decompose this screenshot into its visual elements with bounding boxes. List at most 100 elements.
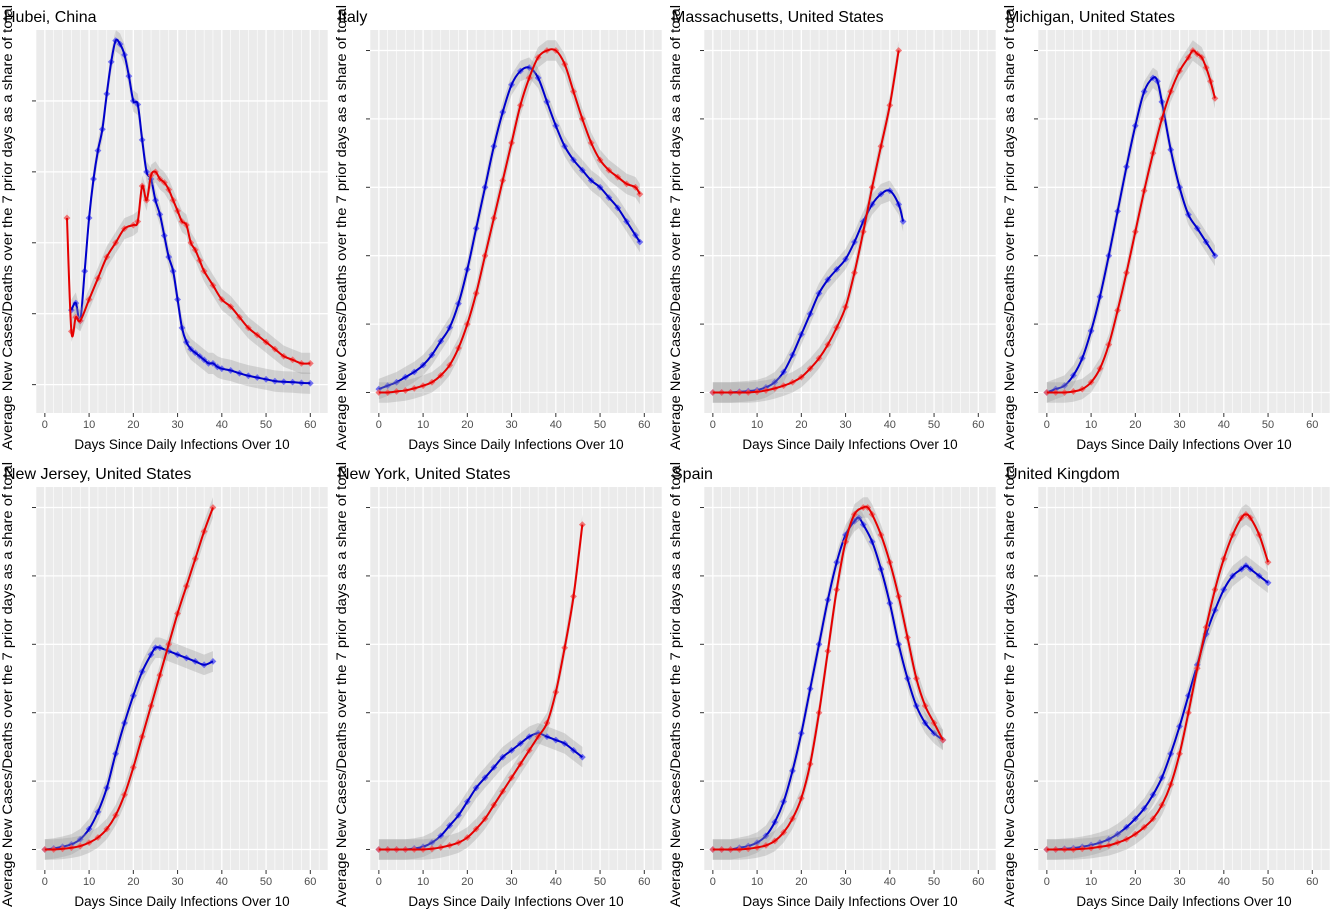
plot-background xyxy=(36,487,328,870)
x-axis-label: Days Since Daily Infections Over 10 xyxy=(74,437,289,452)
chart-panel: United Kingdom 0 10 20 30 40 50 60 Days Since Da… xyxy=(1002,462,1331,909)
x-tick-label: 30 xyxy=(839,876,851,888)
y-axis-label: Average New Cases/Deaths over the 7 prio… xyxy=(334,5,349,450)
y-axis-label: Average New Cases/Deaths over the 7 prio… xyxy=(668,5,683,450)
x-tick-label: 40 xyxy=(1218,419,1230,431)
plot-background xyxy=(1038,30,1330,413)
x-tick-label: 30 xyxy=(171,876,183,888)
series-line xyxy=(378,66,641,390)
x-axis-label: Days Since Daily Infections Over 10 xyxy=(408,894,623,909)
x-tick-label: 40 xyxy=(884,419,896,431)
data-point xyxy=(375,846,383,853)
confidence-band xyxy=(712,180,904,403)
x-tick-label: 60 xyxy=(972,876,984,888)
x-tick-label: 40 xyxy=(1218,876,1230,888)
confidence-band xyxy=(1046,67,1215,403)
data-point xyxy=(1211,94,1219,102)
x-axis-label: Days Since Daily Infections Over 10 xyxy=(1076,437,1291,452)
x-tick-label: 20 xyxy=(461,419,473,431)
series-line xyxy=(378,48,641,394)
x-tick-label: 0 xyxy=(710,419,716,431)
y-axis-label: Average New Cases/Deaths over the 7 prio… xyxy=(1002,462,1017,907)
x-tick-label: 30 xyxy=(505,876,517,888)
panel-title: Italy xyxy=(338,9,367,26)
confidence-band xyxy=(67,161,311,374)
x-axis-label: Days Since Daily Infections Over 10 xyxy=(742,437,957,452)
panel-title: New Jersey, United States xyxy=(4,466,191,483)
x-tick-label: 60 xyxy=(638,419,650,431)
data-point xyxy=(1043,389,1051,396)
x-tick-label: 0 xyxy=(710,876,716,888)
series-line xyxy=(44,646,214,851)
x-tick-label: 30 xyxy=(1173,876,1185,888)
x-tick-label: 40 xyxy=(216,419,228,431)
y-axis-label: Average New Cases/Deaths over the 7 prio… xyxy=(1002,5,1017,450)
x-tick-label: 10 xyxy=(417,876,429,888)
x-tick-label: 60 xyxy=(304,876,316,888)
x-tick-label: 50 xyxy=(928,876,940,888)
x-tick-label: 60 xyxy=(638,876,650,888)
data-point xyxy=(306,379,314,387)
x-tick-label: 20 xyxy=(795,876,807,888)
panel-title: Massachusetts, United States xyxy=(672,9,884,26)
series-line xyxy=(712,505,944,851)
x-tick-label: 0 xyxy=(1044,419,1050,431)
x-tick-label: 40 xyxy=(216,876,228,888)
x-tick-label: 60 xyxy=(1306,419,1318,431)
x-tick-label: 20 xyxy=(461,876,473,888)
x-tick-label: 20 xyxy=(127,876,139,888)
x-tick-label: 10 xyxy=(751,419,763,431)
x-tick-label: 40 xyxy=(884,876,896,888)
x-tick-label: 10 xyxy=(83,419,95,431)
series-line xyxy=(70,38,311,385)
x-tick-label: 20 xyxy=(1129,876,1141,888)
series-line xyxy=(1046,49,1216,394)
series-line xyxy=(1046,564,1269,851)
chart-panel: Spain 0 10 20 30 40 50 60 Days Since Daily Infec… xyxy=(668,462,997,909)
panel-title: United Kingdom xyxy=(1006,466,1120,483)
panel-title: Hubei, China xyxy=(4,9,97,26)
x-tick-label: 0 xyxy=(42,419,48,431)
y-axis-label: Average New Cases/Deaths over the 7 prio… xyxy=(668,462,683,907)
x-tick-label: 10 xyxy=(751,876,763,888)
confidence-band xyxy=(378,723,583,860)
x-tick-label: 30 xyxy=(505,419,517,431)
plot-background xyxy=(1038,487,1330,870)
x-tick-label: 40 xyxy=(550,876,562,888)
confidence-band xyxy=(44,497,213,860)
x-tick-label: 60 xyxy=(304,419,316,431)
x-tick-label: 50 xyxy=(594,876,606,888)
plot-background xyxy=(370,30,662,413)
x-tick-label: 10 xyxy=(1085,876,1097,888)
chart-panel: Massachusetts, United States 0 10 20 30 40 50 6… xyxy=(668,5,997,452)
plot-background xyxy=(704,487,996,870)
x-tick-label: 50 xyxy=(1262,419,1274,431)
chart-panel: Michigan, United States 0 10 20 30 40 50 60 Days… xyxy=(1002,5,1331,452)
x-tick-label: 60 xyxy=(1306,876,1318,888)
panel-title: New York, United States xyxy=(338,466,511,483)
x-tick-label: 60 xyxy=(972,419,984,431)
x-tick-label: 50 xyxy=(260,419,272,431)
y-axis-label: Average New Cases/Deaths over the 7 prio… xyxy=(0,5,15,450)
data-point xyxy=(375,389,383,396)
y-axis-label: Average New Cases/Deaths over the 7 prio… xyxy=(0,462,15,907)
x-tick-label: 20 xyxy=(795,419,807,431)
chart-panel: New Jersey, United States 0 10 20 30 40 50 60 Da… xyxy=(0,462,329,909)
chart-panel: New York, United States 0 10 20 30 40 50 60 Days… xyxy=(334,462,663,909)
data-point xyxy=(41,846,49,853)
chart-panel: Hubei, China 0 10 20 30 40 50 60 Days Since Dail… xyxy=(0,5,329,452)
confidence-band xyxy=(712,507,943,860)
x-axis-label: Days Since Daily Infections Over 10 xyxy=(408,437,623,452)
x-tick-label: 0 xyxy=(376,419,382,431)
data-point xyxy=(899,218,907,225)
series-line xyxy=(712,50,900,394)
x-tick-label: 0 xyxy=(1044,876,1050,888)
series-line xyxy=(712,189,905,394)
series-line xyxy=(65,170,311,365)
x-tick-label: 20 xyxy=(127,419,139,431)
x-tick-label: 10 xyxy=(417,419,429,431)
x-tick-label: 50 xyxy=(260,876,272,888)
x-tick-label: 10 xyxy=(1085,419,1097,431)
x-tick-label: 0 xyxy=(376,876,382,888)
